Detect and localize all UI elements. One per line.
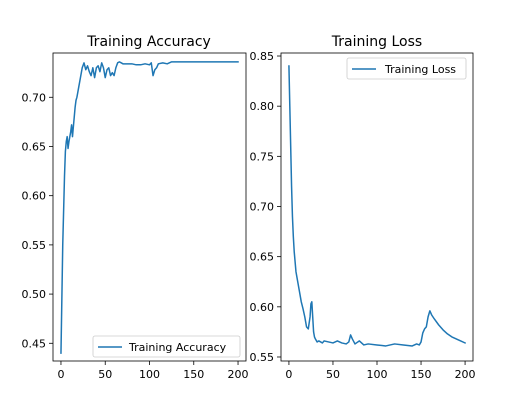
y-tick-label: 0.50 xyxy=(22,288,47,301)
x-tick-label: 100 xyxy=(139,368,160,381)
y-axis: 0.55 0.60 0.65 0.70 0.75 0.80 0.85 xyxy=(250,50,281,364)
y-tick-label: 0.70 xyxy=(22,91,47,104)
x-tick-label: 50 xyxy=(98,368,112,381)
series-lines xyxy=(288,65,467,347)
legend: Training Loss xyxy=(346,57,467,80)
y-tick-label: 0.75 xyxy=(250,150,275,163)
x-tick-label: 200 xyxy=(455,368,476,381)
x-axis: 0 50 100 150 200 xyxy=(285,361,476,381)
x-axis: 0 50 100 150 200 xyxy=(57,361,249,381)
legend: Training Accuracy xyxy=(92,335,241,358)
x-tick-label: 150 xyxy=(411,368,432,381)
y-tick-label: 0.65 xyxy=(250,251,275,264)
x-tick-label: 200 xyxy=(228,368,249,381)
y-tick-label: 0.45 xyxy=(22,337,47,350)
legend-label: Training Accuracy xyxy=(128,341,227,354)
y-tick-label: 0.85 xyxy=(250,50,275,63)
x-tick-label: 150 xyxy=(183,368,204,381)
legend-box xyxy=(92,335,241,358)
plot-frame xyxy=(52,52,247,362)
chart-training-loss: Training Loss 0 50 100 150 200 0.550.600.650… xyxy=(250,34,476,381)
series-line xyxy=(60,61,239,354)
chart-training-accuracy: Training Accuracy 0 50 100 150 200 0.450.500… xyxy=(22,34,249,381)
chart-title: Training Loss xyxy=(331,34,422,50)
x-tick-label: 50 xyxy=(326,368,340,381)
y-tick-label: 0.60 xyxy=(22,190,47,203)
series-line xyxy=(288,65,467,347)
y-tick-label: 0.65 xyxy=(22,140,47,153)
chart-title: Training Accuracy xyxy=(86,34,211,50)
x-tick-label: 100 xyxy=(367,368,388,381)
y-tick-label: 0.55 xyxy=(250,351,275,364)
y-axis: 0.45 0.50 0.55 0.60 0.65 0.70 xyxy=(22,91,53,350)
legend-label: Training Loss xyxy=(384,63,456,76)
legend-box xyxy=(346,57,467,80)
y-tick-label: 0.70 xyxy=(250,200,275,213)
y-tick-label: 0.55 xyxy=(22,239,47,252)
y-tick-label: 0.60 xyxy=(250,301,275,314)
series-lines xyxy=(60,61,239,354)
y-tick-label: 0.80 xyxy=(250,100,275,113)
x-tick-label: 0 xyxy=(57,368,64,381)
axes-frame xyxy=(52,52,247,362)
x-tick-label: 0 xyxy=(285,368,292,381)
